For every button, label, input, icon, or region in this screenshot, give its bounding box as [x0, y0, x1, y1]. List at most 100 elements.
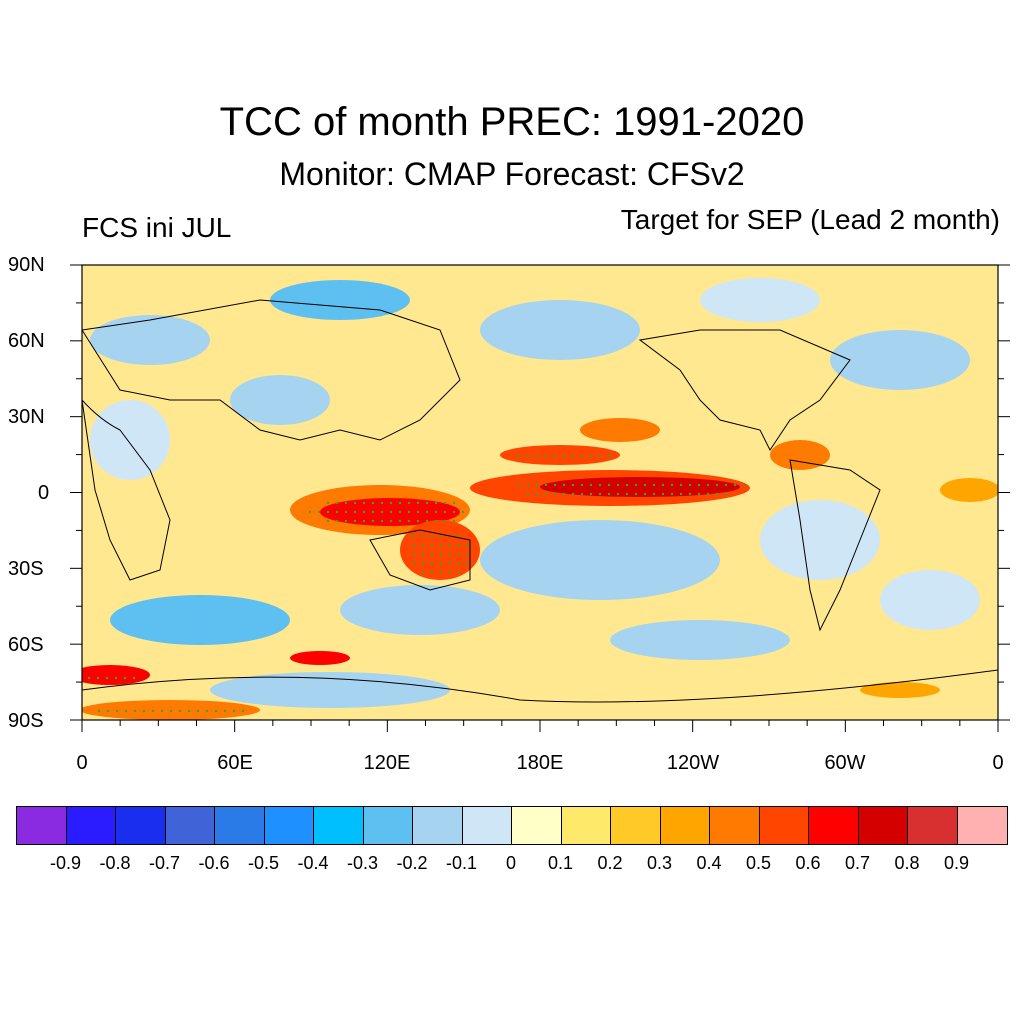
stipple-dot	[114, 676, 118, 680]
stipple-dot	[123, 676, 127, 680]
stipple-dot	[380, 510, 384, 514]
lon-label-180e: 180E	[516, 752, 564, 774]
target-month-label: Target for SEP (Lead 2 month)	[620, 204, 1000, 235]
stipple-dot	[421, 561, 425, 565]
colorbar-label: -0.9	[49, 853, 82, 873]
stipple-dot	[326, 501, 330, 505]
stipple-dot	[407, 510, 411, 514]
stipple-dot	[389, 519, 393, 523]
stipple-dot	[466, 552, 470, 556]
stipple-dot	[598, 483, 602, 487]
stipple-dot	[553, 492, 557, 496]
stipple-dot	[625, 483, 629, 487]
colorbar-swatch	[17, 807, 67, 844]
stipple-dot	[187, 709, 191, 713]
stipple-dot	[715, 483, 719, 487]
stipple-dot	[733, 483, 737, 487]
positive-patch	[500, 445, 620, 465]
stipple-dot	[517, 483, 521, 487]
stipple-dot	[607, 454, 611, 458]
stipple-dot	[425, 510, 429, 514]
stipple-dot	[652, 492, 656, 496]
stipple-dot	[466, 543, 470, 547]
stipple-dot	[434, 501, 438, 505]
positive-patch	[540, 477, 740, 497]
positive-patch	[82, 665, 150, 685]
stipple-dot	[580, 454, 584, 458]
stipple-dot	[308, 510, 312, 514]
stipple-dot	[526, 492, 530, 496]
stipple-dot	[448, 543, 452, 547]
map-subtitle: Monitor: CMAP Forecast: CFSv2	[279, 156, 745, 192]
negative-patch	[760, 500, 880, 580]
negative-patch	[880, 570, 980, 630]
stipple-dot	[562, 454, 566, 458]
stipple-dot	[353, 510, 357, 514]
stipple-dot	[412, 552, 416, 556]
stipple-dot	[661, 483, 665, 487]
positive-patch	[860, 682, 940, 698]
africa-coastline	[82, 399, 171, 581]
stipple-dot	[344, 510, 348, 514]
colorbar-swatch	[809, 807, 859, 844]
lat-label-30s: 30S	[8, 558, 44, 580]
stipple-dot	[535, 492, 539, 496]
colorbar-swatch	[363, 807, 413, 844]
stipple-dot	[544, 454, 548, 458]
stipple-dot	[580, 492, 584, 496]
colorbar-label: -0.2	[396, 853, 428, 873]
colorbar-label: -0.7	[148, 853, 181, 873]
tcc-field	[82, 265, 998, 720]
stipple-dot	[335, 519, 339, 523]
positive-patch	[400, 520, 480, 580]
stipple-dot	[421, 570, 425, 574]
stipple-dot	[457, 543, 461, 547]
stipple-dot	[344, 501, 348, 505]
stipple-dot	[688, 492, 692, 496]
lon-label-60w: 60W	[824, 752, 866, 774]
lon-label-0: 0	[76, 752, 88, 774]
colorbar-swatch	[512, 807, 562, 844]
stipple-dot	[439, 534, 443, 538]
stipple-dot	[398, 510, 402, 514]
stipple-dot	[448, 561, 452, 565]
colorbar-swatch	[165, 807, 215, 844]
colorbar-swatch	[957, 807, 1007, 844]
stipple-dot	[461, 510, 465, 514]
stipple-dot	[571, 483, 575, 487]
stipple-dot	[598, 454, 602, 458]
stipple-dot	[724, 492, 728, 496]
lat-label-eq: 0	[38, 482, 50, 504]
antarctica-coastline	[82, 669, 998, 703]
stipple-dot	[421, 552, 425, 556]
stipple-dot	[362, 519, 366, 523]
stipple-dot	[439, 552, 443, 556]
stipple-dot	[412, 561, 416, 565]
stipple-dot	[317, 510, 321, 514]
stipple-dot	[598, 492, 602, 496]
stipple-dot	[553, 483, 557, 487]
stipple-dot	[412, 534, 416, 538]
negative-patch	[230, 375, 330, 425]
colorbar-swatch	[413, 807, 463, 844]
stipple-dot	[232, 709, 236, 713]
stipple-dot	[416, 501, 420, 505]
stipple-dot	[452, 501, 456, 505]
negative-patch	[480, 520, 720, 600]
north-america-coastline	[638, 329, 851, 451]
negative-patch	[610, 620, 790, 660]
stipple-dot	[389, 501, 393, 505]
stipple-dot	[371, 510, 375, 514]
colorbar-label: 0.6	[795, 853, 821, 873]
stipple-dot	[571, 492, 575, 496]
stipple-dot	[430, 543, 434, 547]
stipple-dot	[634, 492, 638, 496]
stipple-dot	[562, 483, 566, 487]
stipple-dot	[643, 492, 647, 496]
stipple-dot	[607, 483, 611, 487]
lon-label-120e: 120E	[363, 752, 411, 774]
colorbar-label: -0.4	[297, 853, 329, 873]
stipple-dot	[430, 534, 434, 538]
negative-patch	[480, 300, 640, 360]
